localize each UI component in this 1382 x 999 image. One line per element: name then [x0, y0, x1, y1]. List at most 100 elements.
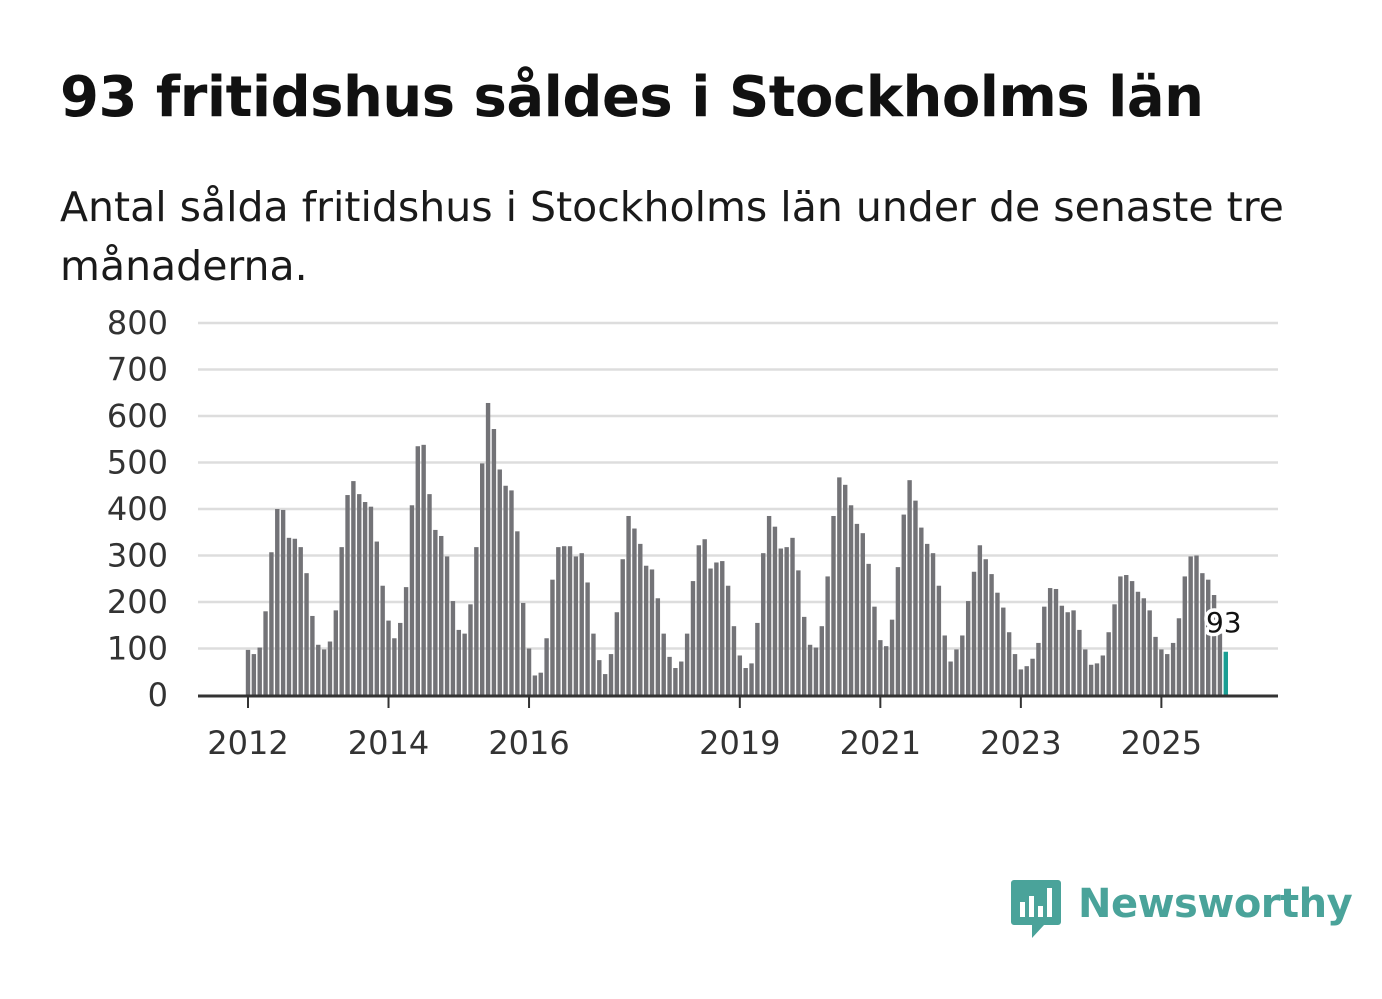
bar [345, 495, 350, 695]
bar [579, 553, 584, 695]
bar [1094, 663, 1100, 695]
bar [526, 648, 532, 695]
bar [556, 547, 561, 695]
bar [895, 567, 901, 696]
bar [573, 556, 579, 695]
bar [743, 668, 748, 695]
bar [1147, 610, 1152, 695]
bar [848, 505, 854, 695]
bar [398, 622, 403, 695]
bar [567, 546, 573, 695]
bar [913, 500, 918, 695]
bar [690, 581, 696, 695]
bar [415, 446, 420, 695]
bar [316, 644, 321, 695]
bar [374, 541, 380, 695]
bar [1059, 605, 1065, 695]
bar [989, 574, 994, 695]
bar [948, 661, 953, 695]
bar [269, 552, 274, 695]
bar [819, 626, 824, 695]
highlight-value-label: 93 [1206, 606, 1242, 639]
bar [380, 585, 385, 695]
bar [971, 571, 977, 695]
bar [679, 661, 684, 695]
bar [667, 656, 672, 695]
bar [632, 528, 637, 695]
bar [450, 601, 456, 695]
bar [977, 545, 983, 695]
bar [872, 606, 877, 695]
bar [813, 647, 819, 695]
x-tick-label: 2021 [840, 724, 921, 762]
bar [954, 649, 959, 695]
bar [614, 612, 620, 695]
bar [602, 674, 608, 695]
bar [310, 615, 315, 695]
x-tick-label: 2019 [699, 724, 780, 762]
bar [831, 515, 836, 695]
bar [597, 660, 602, 696]
bar [924, 543, 930, 696]
bar [866, 563, 871, 695]
bar [807, 644, 813, 695]
bar [649, 569, 655, 695]
bar [444, 556, 450, 695]
bar [503, 485, 508, 695]
bar [784, 547, 789, 695]
bar [1194, 555, 1199, 695]
bar [485, 402, 491, 695]
bar [620, 559, 625, 695]
bar [802, 616, 807, 695]
bar [696, 545, 702, 695]
bar [720, 561, 725, 695]
bar [1165, 654, 1170, 695]
chart-subtitle: Antal sålda fritidshus i Stockholms län … [60, 183, 1284, 290]
bar [591, 633, 596, 695]
bar [1159, 649, 1164, 695]
bar [608, 654, 614, 695]
bar [708, 568, 713, 695]
bar [532, 675, 538, 695]
bar [439, 535, 444, 695]
bar [327, 641, 333, 695]
bar [731, 626, 737, 695]
bar [304, 573, 309, 695]
x-tick-label: 2025 [1121, 724, 1202, 762]
chart-title: 93 fritidshus såldes i Stockholms län [60, 65, 1204, 130]
bar [737, 655, 743, 695]
bar [755, 622, 760, 695]
bar [1088, 664, 1094, 695]
bar [1118, 576, 1123, 695]
bar [263, 611, 268, 695]
bar [837, 477, 842, 695]
bar [884, 646, 889, 695]
bar [292, 538, 298, 695]
y-axis-ticks: 0 100 200 300 400 500 600 700 800 [107, 304, 168, 714]
bar [778, 548, 784, 695]
bar [351, 481, 356, 695]
y-tick-label: 400 [107, 490, 168, 528]
bar [1018, 669, 1024, 695]
bar [1042, 606, 1047, 695]
y-tick-label: 800 [107, 304, 168, 342]
bar [409, 505, 415, 695]
bar [1047, 588, 1053, 695]
bar [392, 638, 397, 695]
bar [491, 429, 497, 695]
bar [1106, 632, 1111, 695]
y-tick-label: 500 [107, 444, 168, 482]
bar [655, 598, 661, 695]
bar [1124, 575, 1129, 695]
bar [643, 565, 649, 695]
y-tick-label: 600 [107, 397, 168, 435]
bar [468, 604, 473, 695]
bar [1053, 588, 1059, 695]
bar [965, 601, 971, 695]
bar [474, 547, 479, 695]
bar [942, 635, 947, 695]
bar [901, 514, 906, 695]
bar [357, 494, 362, 695]
bar [995, 592, 1000, 695]
bar [1065, 612, 1070, 695]
